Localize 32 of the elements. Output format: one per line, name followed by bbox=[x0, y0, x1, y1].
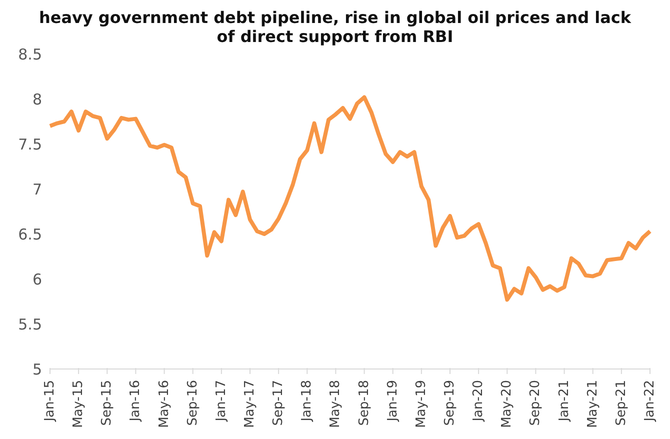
x-tick-label: May-19 bbox=[414, 380, 429, 428]
y-tick-label: 5.5 bbox=[18, 315, 42, 334]
line-series bbox=[48, 95, 652, 302]
x-tick-label: Jan-21 bbox=[556, 380, 572, 422]
x-tick-label: May-20 bbox=[500, 380, 515, 428]
y-tick-label: 7.5 bbox=[18, 135, 42, 154]
y-tick-label: 8.5 bbox=[18, 45, 42, 64]
y-tick-label: 5 bbox=[32, 360, 42, 378]
chart-title: heavy government debt pipeline, rise in global oil prices and lack of direct support from RBI bbox=[38, 8, 632, 46]
x-tick-label: Jan-16 bbox=[128, 380, 144, 422]
x-tick-label: Sep-17 bbox=[271, 380, 286, 426]
x-tick-label: May-18 bbox=[328, 380, 344, 428]
x-tick-label: Sep-21 bbox=[614, 380, 629, 426]
x-tick-label: Jan-18 bbox=[300, 380, 315, 422]
x-tick-label: May-17 bbox=[242, 380, 258, 428]
x-tick-label: Jan-19 bbox=[385, 380, 400, 422]
y-tick-label: 7 bbox=[32, 180, 42, 198]
x-tick-label: Jan-15 bbox=[42, 380, 58, 422]
x-tick-label: Sep-19 bbox=[442, 380, 458, 426]
x-tick-label: Sep-15 bbox=[100, 380, 115, 426]
x-tick-label: Jan-17 bbox=[214, 380, 229, 422]
y-tick-label: 8 bbox=[32, 90, 42, 108]
x-tick-label: Jan-20 bbox=[471, 380, 486, 422]
y-tick-label: 6.5 bbox=[18, 225, 42, 244]
y-tick-label: 6 bbox=[32, 270, 42, 288]
x-tick-label: Sep-20 bbox=[528, 380, 544, 426]
x-tick-label: May-16 bbox=[156, 380, 172, 428]
x-tick-label: Jan-22 bbox=[642, 380, 658, 422]
x-tick-label: May-15 bbox=[71, 380, 86, 428]
x-tick-label: Sep-18 bbox=[356, 380, 372, 426]
x-tick-label: May-21 bbox=[585, 380, 600, 428]
x-tick-label: Sep-16 bbox=[185, 380, 200, 426]
